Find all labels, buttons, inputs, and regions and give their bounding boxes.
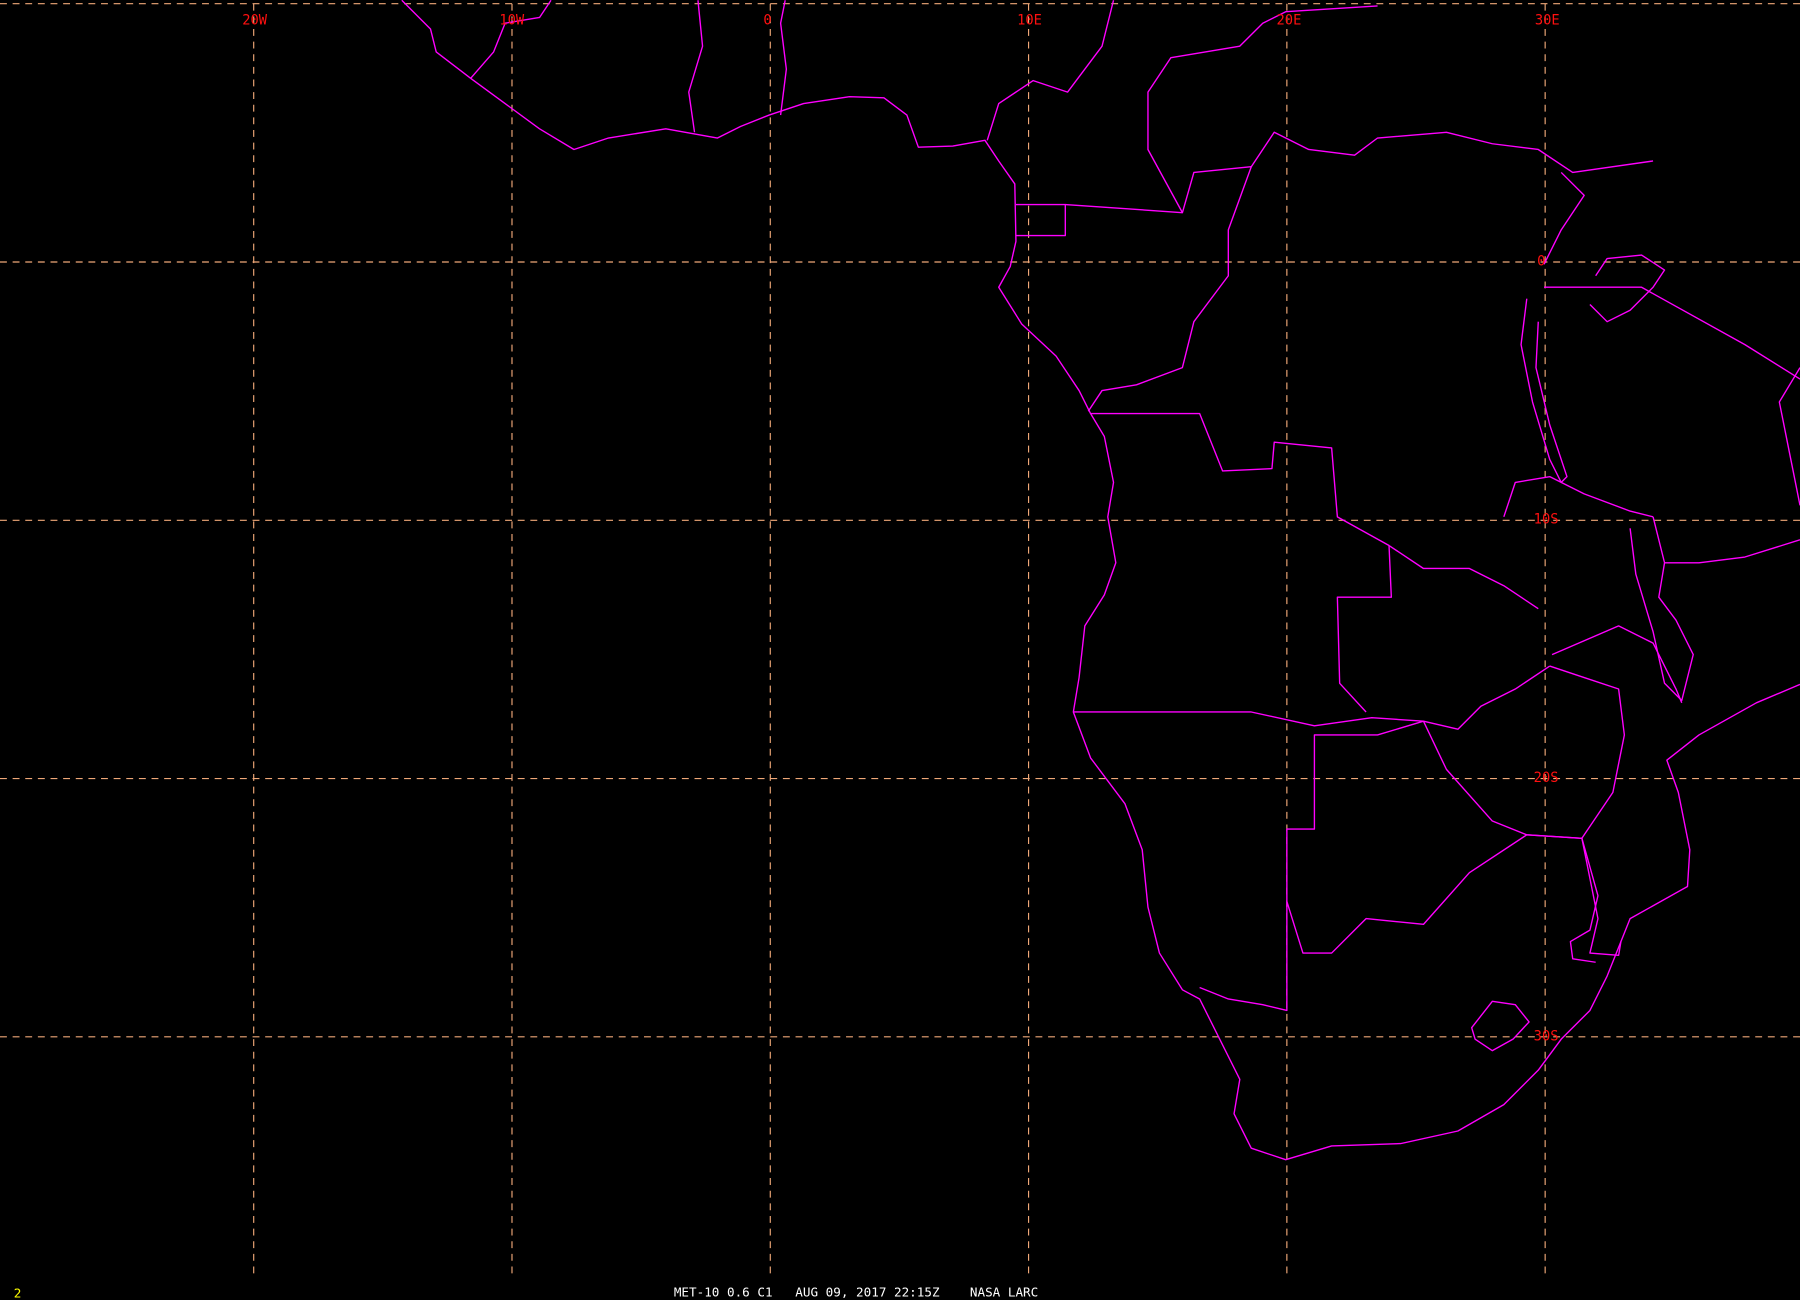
border-togo-benin [779, 0, 788, 116]
lat-label-30s: 30S [1534, 1028, 1559, 1044]
graticule [0, 3, 1800, 1278]
border-zambia-drc-east [1503, 475, 1654, 518]
lesotho-border [1470, 1000, 1530, 1052]
border-zambia-mozambique [1551, 625, 1683, 704]
border-drc-north [1250, 131, 1654, 174]
border-uganda-kenya [1543, 171, 1585, 265]
border-central-africa [1147, 5, 1378, 213]
border-congo [1065, 166, 1252, 412]
lake-tanganyika [1520, 298, 1568, 484]
lat-label-10s: 10S [1534, 512, 1559, 528]
lon-label-20e: 20E [1277, 12, 1302, 28]
lon-label-10e: 10E [1017, 12, 1042, 28]
border-nigeria-cameroon [986, 0, 1115, 141]
border-tanzania-west [1544, 286, 1800, 380]
border-gabon [1015, 203, 1066, 237]
border-west-africa [470, 0, 552, 79]
border-south-africa-north [1286, 834, 1622, 957]
lon-label-30e: 30E [1535, 12, 1560, 28]
lat-label-0: 0 [1537, 253, 1545, 269]
coastlines-and-borders [401, 0, 1800, 1161]
grid-labels: 20W 10W 0 10E 20E 30E 0 10S 20S 30S [242, 12, 1559, 1044]
border-mozambique-tanzania [1664, 539, 1800, 564]
border-angola-drc [1090, 412, 1539, 610]
kenya-coast [1778, 367, 1800, 506]
lon-label-10w: 10W [499, 12, 525, 28]
frame-number: 2 [14, 1285, 22, 1300]
lake-malawi [1629, 516, 1694, 702]
border-zimbabwe [1422, 665, 1626, 839]
border-angola-namibia [1073, 665, 1551, 730]
africa-coastline [401, 0, 1800, 1161]
lat-label-20s: 20S [1534, 770, 1559, 786]
border-ghana [688, 0, 704, 133]
border-namibia-botswana [1199, 720, 1424, 1012]
lon-label-20w: 20W [242, 12, 268, 28]
lake-victoria [1589, 254, 1666, 323]
border-mozambique-south [1569, 838, 1599, 963]
lon-label-0: 0 [763, 12, 771, 28]
image-caption: MET-10 0.6 C1 AUG 09, 2017 22:15Z NASA L… [674, 1284, 1038, 1299]
border-angola-zambia [1336, 545, 1393, 713]
